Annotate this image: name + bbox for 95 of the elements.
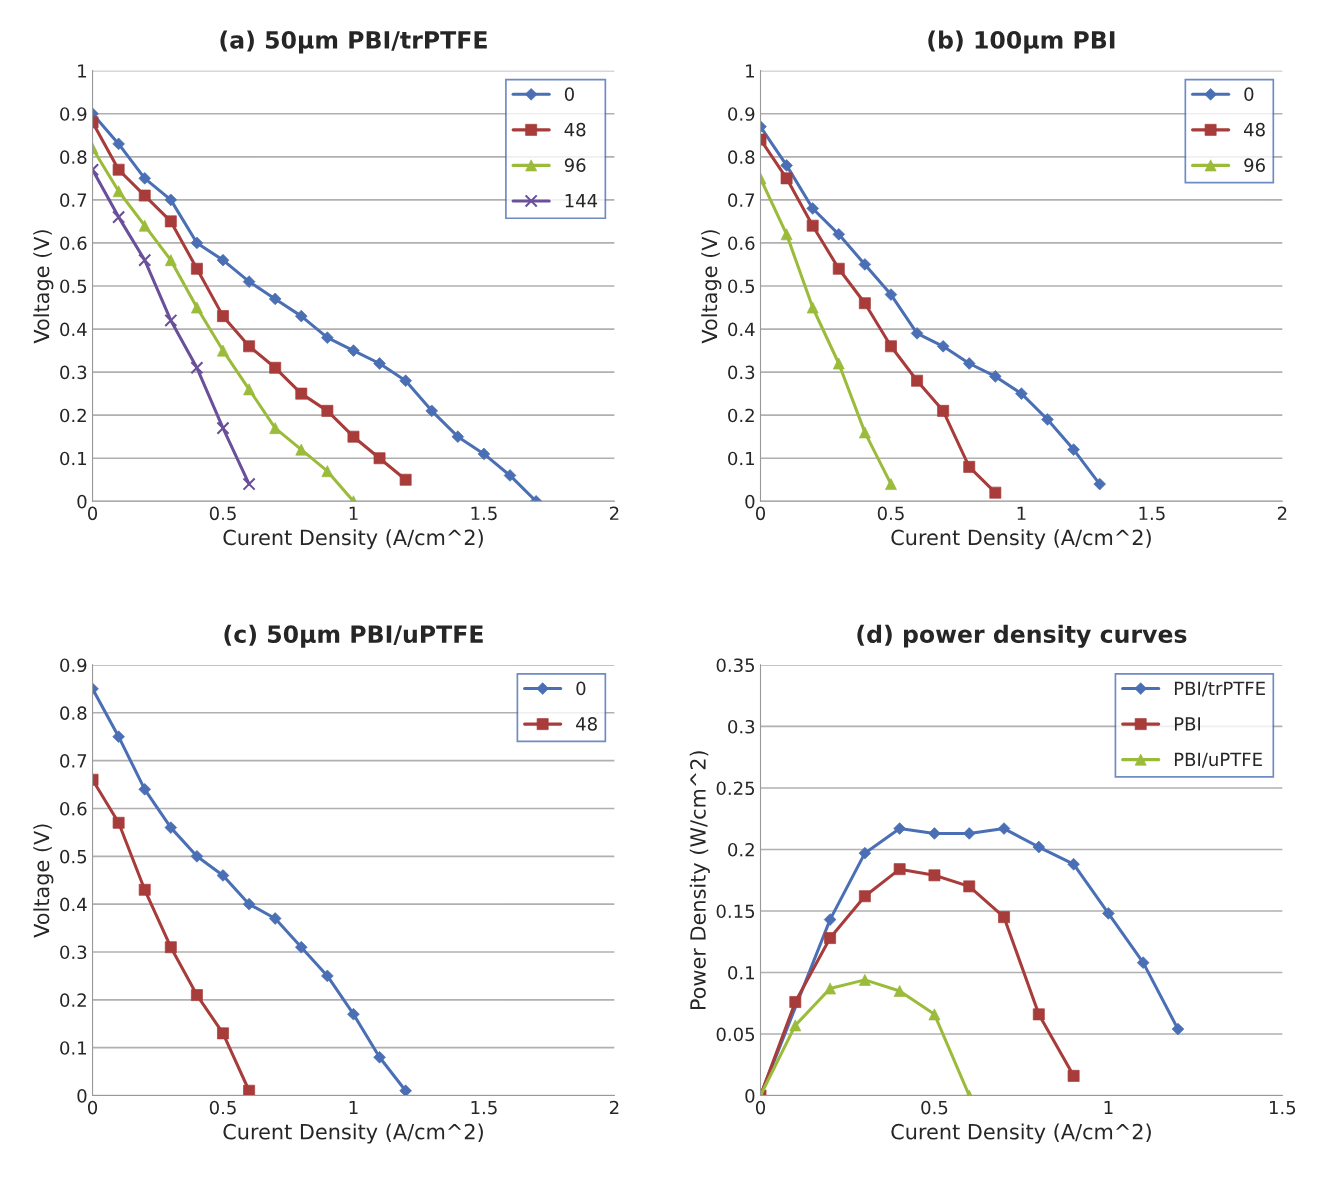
point [112, 210, 126, 224]
point [998, 911, 1010, 924]
x-tick-label: 0.5 [209, 1100, 236, 1115]
x-tick-label: 1.5 [1139, 506, 1165, 521]
y-tick-label: 0 [77, 1089, 87, 1103]
y-tick-label: 0.7 [60, 754, 87, 768]
legend-label: 144 [565, 194, 598, 208]
y-tick-label: 0.35 [716, 658, 755, 673]
y-axis-title: Voltage (V) [33, 824, 54, 938]
y-tick-label: 0.8 [60, 150, 87, 164]
y-tick-label: 0.5 [728, 279, 755, 294]
y-tick-label: 0.7 [728, 193, 755, 207]
x-tick-label: 2 [609, 506, 619, 520]
legend-label: 96 [564, 158, 586, 172]
y-tick-label: 0.3 [728, 719, 755, 734]
x-tick-label: 2 [1277, 506, 1287, 520]
y-tick-label: 0 [745, 1089, 755, 1103]
y-tick-label: 0.25 [716, 781, 755, 796]
chart-title: (c) 50µm PBI/uPTFE [224, 624, 483, 648]
y-tick-label: 0.9 [60, 658, 87, 673]
x-tick-label: 0.5 [921, 1100, 948, 1115]
y-tick-label: 0.6 [60, 801, 87, 816]
x-axis-title: Curent Density (A/cm^2) [223, 529, 483, 550]
y-tick-label: 0.1 [728, 451, 754, 466]
y-tick-label: 0.05 [716, 1027, 755, 1042]
x-tick-label: 1 [1104, 1100, 1113, 1115]
point [399, 1084, 412, 1096]
chart-title: (d) power density curves [857, 624, 1187, 648]
y-tick-label: 0.2 [60, 993, 86, 1007]
y-tick-label: 0.7 [60, 193, 87, 207]
y-tick-label: 0.8 [728, 150, 755, 164]
legend-label: 0 [576, 681, 586, 696]
x-axis-title: Curent Density (A/cm^2) [223, 1123, 483, 1144]
y-tick-label: 0.6 [728, 236, 755, 251]
y-tick-label: 0.5 [60, 279, 87, 294]
y-tick-label: 0.6 [60, 236, 87, 251]
y-axis-title: Power Density (W/cm^2) [689, 751, 710, 1010]
legend-label: 0 [1244, 87, 1254, 101]
y-tick-label: 0.1 [60, 451, 87, 466]
y-tick-label: 0.15 [716, 904, 755, 919]
y-tick-label: 0 [77, 494, 87, 509]
chart-title: (b) 100µm PBI [928, 30, 1115, 54]
legend-label: 0 [564, 87, 574, 101]
y-axis-title: Voltage (V) [701, 230, 722, 344]
x-axis-title: Curent Density (A/cm^2) [891, 529, 1151, 550]
y-tick-label: 0.2 [60, 408, 86, 423]
y-tick-label: 0.4 [728, 322, 755, 337]
point [242, 477, 256, 491]
x-tick-label: 1.5 [1269, 1100, 1296, 1115]
x-tick-label: 0.5 [877, 506, 904, 521]
y-tick-label: 0 [745, 494, 755, 509]
legend-label: 48 [576, 717, 597, 731]
legend-label: 96 [1244, 158, 1265, 172]
legend-label: PBI/uPTFE [1174, 752, 1262, 768]
x-tick-label: 0.5 [209, 506, 236, 521]
y-tick-label: 1 [78, 64, 87, 78]
point [190, 361, 204, 375]
y-tick-label: 0.4 [60, 322, 87, 337]
legend-label: 48 [564, 122, 586, 137]
x-tick-label: 2 [609, 1100, 619, 1115]
chart-title: (a) 50µm PBI/trPTFE [220, 30, 487, 54]
x-tick-label: 1.5 [471, 1100, 497, 1115]
x-tick-label: 0 [87, 506, 98, 521]
x-tick-label: 1.5 [471, 506, 497, 521]
y-tick-label: 0.3 [60, 365, 87, 380]
y-tick-label: 0.9 [60, 107, 87, 121]
y-tick-label: 1 [746, 64, 754, 78]
y-tick-label: 0.8 [60, 706, 87, 720]
legend-label: PBI/trPTFE [1174, 681, 1265, 697]
point [138, 253, 152, 267]
y-tick-label: 0.1 [60, 1041, 87, 1055]
point [789, 996, 802, 1008]
point [216, 421, 230, 435]
x-tick-label: 0 [755, 1100, 766, 1115]
y-axis-title: Voltage (V) [33, 230, 54, 344]
y-tick-label: 0.4 [60, 897, 87, 912]
point [885, 340, 897, 353]
legend-label: 48 [1244, 122, 1265, 137]
point [164, 313, 178, 328]
point [217, 1027, 229, 1040]
y-tick-label: 0.2 [728, 408, 754, 423]
x-tick-label: 0 [87, 1100, 98, 1115]
x-axis-title: Curent Density (A/cm^2) [891, 1123, 1151, 1144]
legend-label: PBI [1174, 717, 1201, 731]
x-tick-label: 1 [349, 506, 358, 520]
y-tick-label: 0.5 [60, 849, 87, 864]
y-tick-label: 0.3 [60, 945, 87, 960]
x-tick-label: 1 [1017, 506, 1026, 520]
y-tick-label: 0.9 [728, 107, 755, 121]
y-tick-label: 0.2 [728, 842, 754, 857]
point [217, 310, 229, 323]
x-tick-label: 0 [755, 506, 766, 521]
x-tick-label: 1 [349, 1100, 358, 1115]
y-tick-label: 0.3 [728, 365, 755, 380]
y-tick-label: 0.1 [728, 965, 754, 980]
